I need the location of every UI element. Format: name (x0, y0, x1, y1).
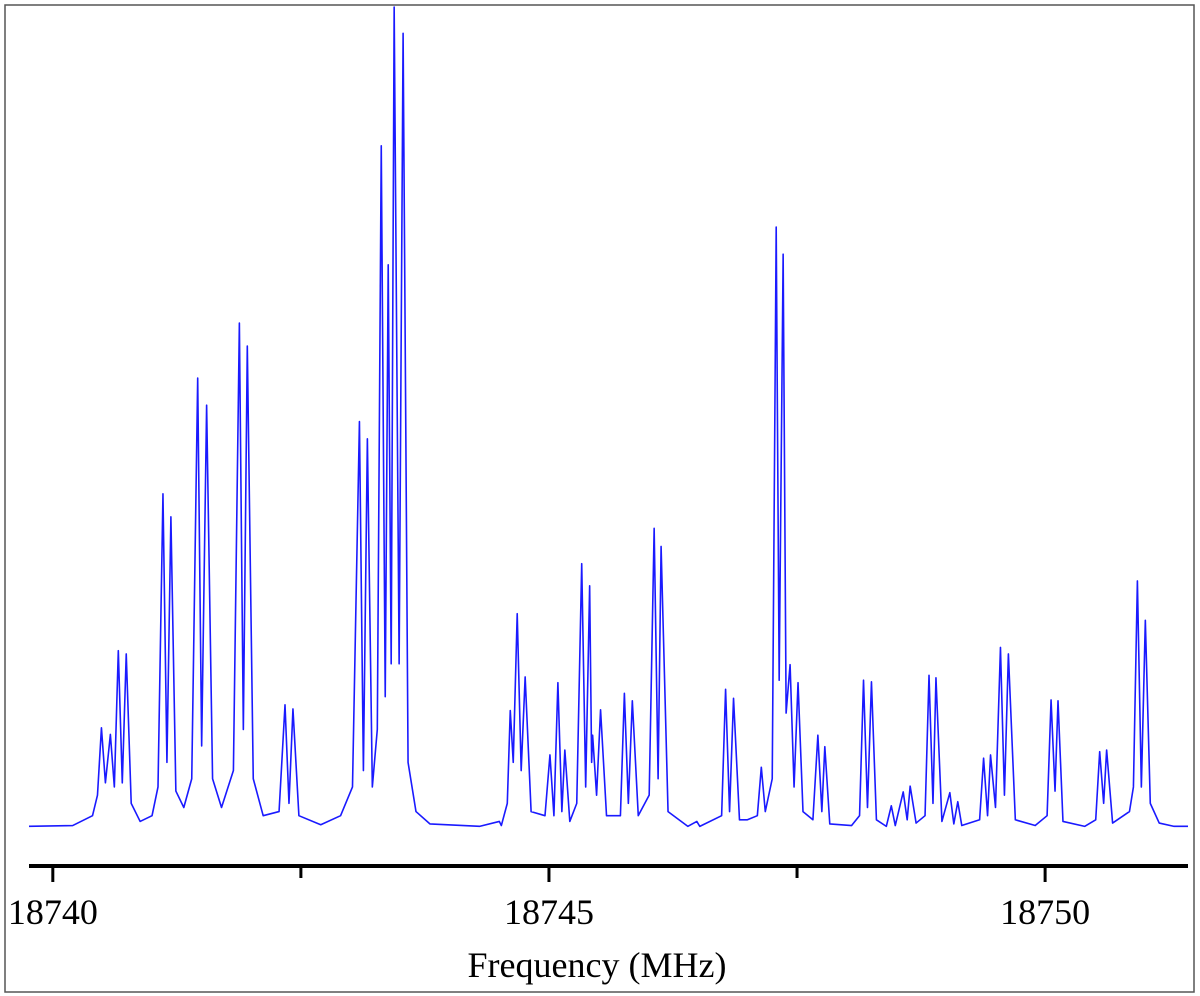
x-tick-label: 18745 (504, 892, 594, 932)
spectrum-line (28, 6, 1188, 828)
frame (4, 4, 1195, 993)
x-tick-label: 18750 (1000, 892, 1090, 932)
x-tick-label: 18740 (8, 892, 98, 932)
x-axis-label: Frequency (MHz) (468, 945, 727, 985)
